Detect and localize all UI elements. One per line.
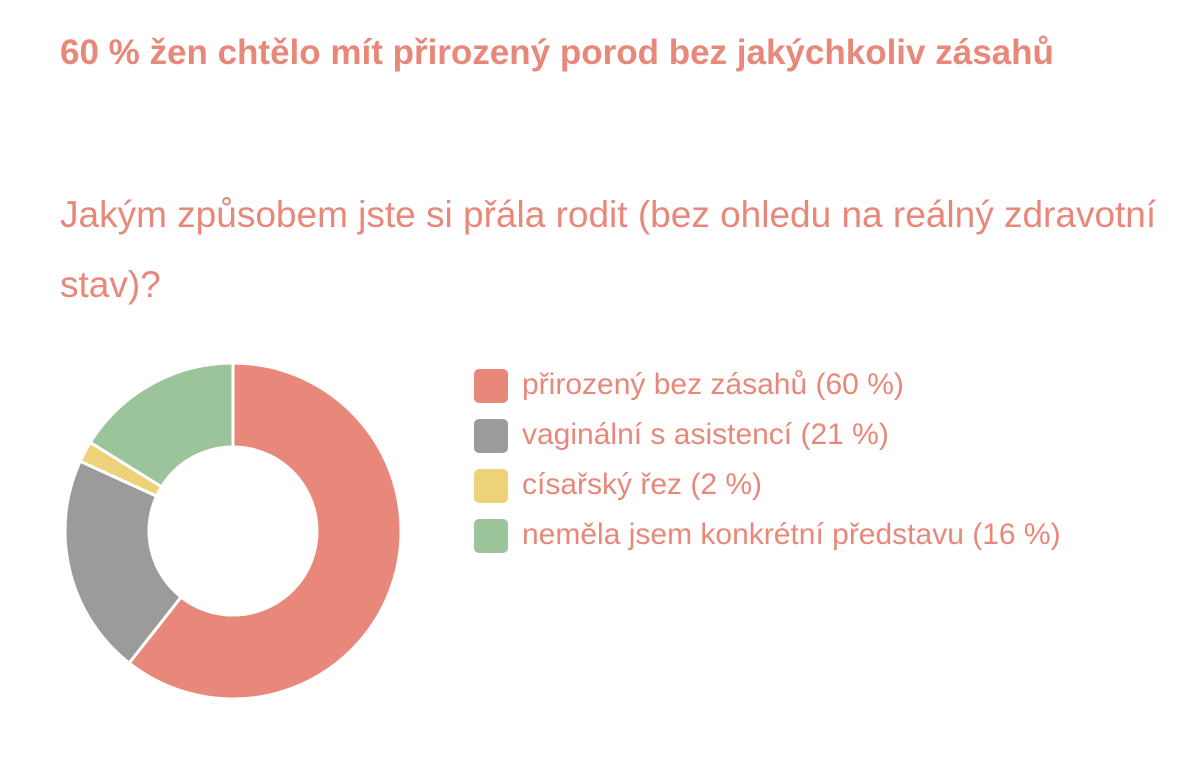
legend-swatch <box>474 419 508 453</box>
legend-label: vaginální s asistencí (21 %) <box>522 418 889 451</box>
legend-label: přirozený bez zásahů (60 %) <box>522 368 904 401</box>
donut-slice <box>127 361 403 701</box>
chart-title: 60 % žen chtělo mít přirozený porod bez … <box>60 33 1054 72</box>
legend-label: neměla jsem konkrétní představu (16 %) <box>522 518 1061 551</box>
legend-swatch <box>474 519 508 553</box>
donut-slice <box>88 361 235 489</box>
legend-label: císařský řez (2 %) <box>522 468 762 501</box>
legend-swatch <box>474 369 508 403</box>
chart-subtitle: Jakým způsobem jste si přála rodit (bez … <box>60 194 1157 305</box>
donut-slice <box>63 459 184 666</box>
legend-swatch <box>474 469 508 503</box>
